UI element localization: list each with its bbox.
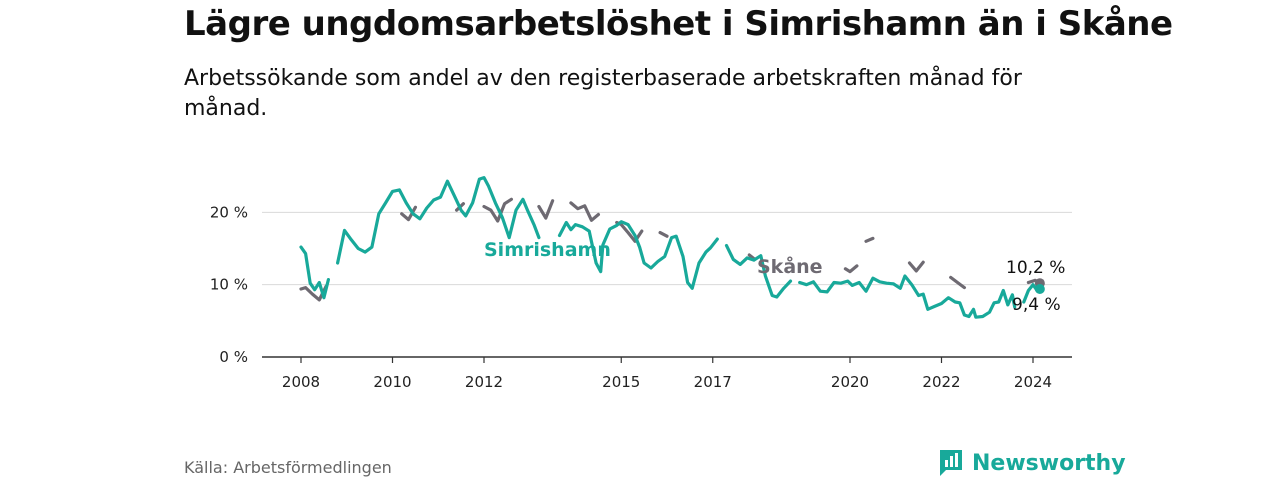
- series-line-simrishamn: [557, 220, 719, 290]
- chart-subtitle: Arbetssökande som andel av den registerb…: [184, 66, 1022, 121]
- end-point-simrishamn: [1034, 284, 1045, 295]
- series-line-simrishamn: [336, 176, 541, 265]
- x-tick-label: 2012: [465, 373, 503, 391]
- x-tick-label: 2022: [922, 373, 960, 391]
- line-chart: 0 % 10 % 20 % 2008 2010 2012 2015 2017 2020 2022 2…: [210, 176, 1072, 391]
- series-line-skne: [482, 197, 513, 223]
- series-line-skne: [747, 253, 756, 261]
- y-tick-label: 10 %: [210, 276, 248, 294]
- series-line-skne: [569, 201, 600, 222]
- x-tick-label: 2017: [694, 373, 732, 391]
- x-tick-label: 2008: [282, 373, 320, 391]
- series-line-skne: [907, 260, 925, 273]
- series-line-skne: [658, 231, 669, 238]
- source-note: Källa: Arbetsförmedlingen: [184, 458, 392, 477]
- series-line-skne: [843, 264, 859, 274]
- x-tick-label: 2024: [1014, 373, 1052, 391]
- axis-layer: 0 % 10 % 20 % 2008 2010 2012 2015 2017 2020 2022 2…: [210, 203, 1072, 391]
- series-line-skne: [864, 236, 875, 243]
- series-layer: [299, 176, 1045, 319]
- x-tick-label: 2010: [373, 373, 411, 391]
- grid-layer: [262, 211, 1072, 286]
- x-tick-label: 2015: [602, 373, 640, 391]
- chart-title: Lägre ungdomsarbetslöshet i Simrishamn ä…: [184, 4, 1173, 44]
- end-value-label-skane: 10,2 %: [1006, 258, 1065, 278]
- series-line-skne: [537, 199, 555, 220]
- series-line-simrishamn: [299, 245, 330, 300]
- label-layer: Skåne Simrishamn 10,2 % 9,4 %: [484, 239, 1065, 315]
- end-value-label-simrishamn: 9,4 %: [1012, 295, 1061, 315]
- y-tick-label: 20 %: [210, 203, 248, 221]
- brand-name: Newsworthy: [972, 450, 1126, 476]
- y-tick-label: 0 %: [219, 348, 248, 366]
- newsworthy-logo-icon: [940, 450, 962, 476]
- series-label-simrishamn: Simrishamn: [484, 239, 611, 261]
- series-line-simrishamn: [798, 274, 1017, 319]
- x-tick-label: 2020: [831, 373, 869, 391]
- newsworthy-logo[interactable]: Newsworthy: [938, 448, 1126, 478]
- series-label-skane: Skåne: [757, 254, 823, 278]
- series-line-skne: [949, 275, 966, 290]
- series-line-simrishamn: [724, 244, 793, 299]
